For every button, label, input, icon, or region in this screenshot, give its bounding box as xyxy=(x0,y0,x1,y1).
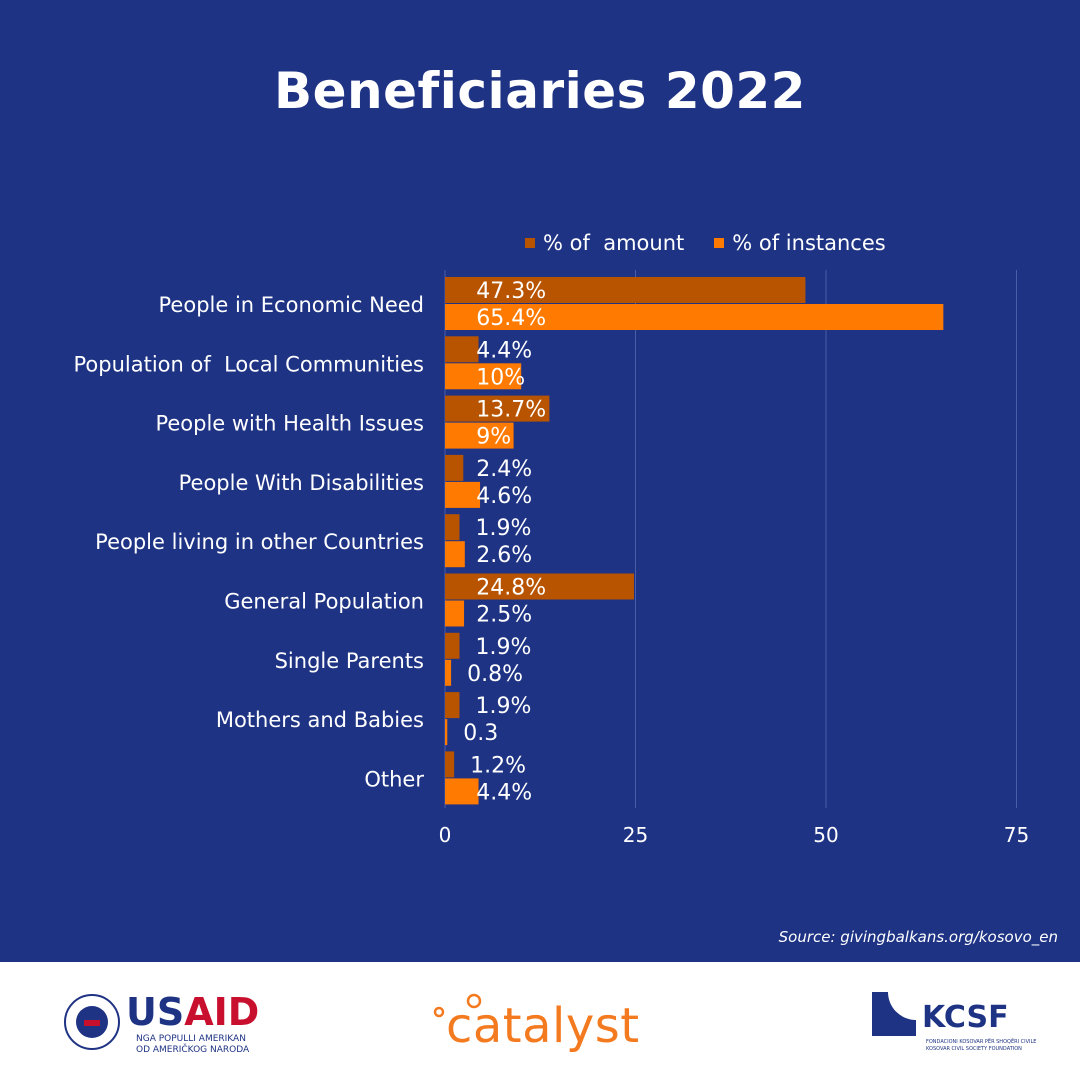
catalyst-wordmark: catalyst xyxy=(446,998,640,1054)
data-label-instances-6: 0.8% xyxy=(467,662,523,687)
catalyst-logo: catalyst xyxy=(432,992,662,1056)
bar-amount-3 xyxy=(445,454,464,481)
category-label-4: People living in other Countries xyxy=(95,530,424,554)
category-label-1: Population of Local Communities xyxy=(73,352,424,376)
legend-label-instances: % of instances xyxy=(732,231,886,255)
bar-instances-1 xyxy=(445,363,522,390)
bar-amount-8 xyxy=(445,751,455,778)
bar-amount-2 xyxy=(445,395,550,422)
data-label-instances-7: 0.3 xyxy=(463,721,498,746)
category-label-7: Mothers and Babies xyxy=(216,708,424,732)
data-label-amount-4: 1.9% xyxy=(475,516,531,541)
bar-instances-8 xyxy=(445,778,479,805)
legend-swatch-instances xyxy=(714,238,725,248)
data-label-amount-7: 1.9% xyxy=(475,694,531,719)
bar-instances-2 xyxy=(445,422,514,449)
kcsf-mark-icon xyxy=(872,992,916,1036)
bar-chart: 0 25 50 75 People in Economic Need 47.3%65.4%… xyxy=(73,270,1029,847)
x-tick-label-3: 75 xyxy=(1004,823,1029,847)
kcsf-tagline-1: FONDACIONI KOSOVAR PËR SHOQËRI CIVILE xyxy=(926,1039,1037,1045)
catalyst-dots-icon xyxy=(433,993,482,1018)
data-label-instances-8: 4.4% xyxy=(476,780,532,805)
bar-amount-4 xyxy=(445,514,460,541)
data-label-amount-5: 24.8% xyxy=(476,576,546,601)
usaid-logo: USAID NGA POPULLI AMERIKAN OD AMERIČKOG … xyxy=(64,990,264,1060)
bar-amount-5 xyxy=(445,573,634,600)
data-label-instances-1: 10% xyxy=(476,365,525,390)
kcsf-tagline-2: KOSOVAR CIVIL SOCIETY FOUNDATION xyxy=(926,1046,1022,1052)
usaid-wordmark: USAID xyxy=(126,990,260,1034)
data-label-amount-1: 4.4% xyxy=(476,338,532,363)
bar-instances-3 xyxy=(445,481,481,508)
bar-instances-6 xyxy=(445,659,452,686)
bar-instances-7 xyxy=(445,719,448,746)
data-label-amount-3: 2.4% xyxy=(476,457,532,482)
category-label-3: People With Disabilities xyxy=(179,471,424,495)
category-label-6: Single Parents xyxy=(275,649,424,673)
legend-item-instances: % of instances xyxy=(714,231,886,255)
legend-label-amount: % of amount xyxy=(543,231,685,255)
bar-amount-1 xyxy=(445,336,479,363)
data-label-amount-2: 13.7% xyxy=(476,398,546,423)
chart-title: Beneficiaries 2022 xyxy=(274,62,806,120)
data-label-instances-4: 2.6% xyxy=(476,543,532,568)
bar-instances-5 xyxy=(445,600,465,627)
kcsf-logo: KCSF FONDACIONI KOSOVAR PËR SHOQËRI CIVI… xyxy=(872,990,1042,1060)
data-label-instances-3: 4.6% xyxy=(476,484,532,509)
usaid-tagline-2: OD AMERIČKOG NARODA xyxy=(136,1045,250,1055)
data-label-amount-6: 1.9% xyxy=(475,635,531,660)
data-label-instances-2: 9% xyxy=(476,425,511,450)
data-label-amount-8: 1.2% xyxy=(470,753,526,778)
legend-item-amount: % of amount xyxy=(525,231,684,255)
source-note: Source: givingbalkans.org/kosovo_en xyxy=(778,928,1058,946)
bar-instances-4 xyxy=(445,541,465,568)
chart-legend: % of amount % of instances xyxy=(525,230,916,256)
bar-amount-0 xyxy=(445,277,806,303)
footer-logos: USAID NGA POPULLI AMERIKAN OD AMERIČKOG … xyxy=(0,962,1080,1080)
category-label-8: Other xyxy=(364,767,424,791)
bar-amount-7 xyxy=(445,692,460,719)
usaid-tagline-1: NGA POPULLI AMERIKAN xyxy=(136,1034,246,1044)
bar-instances-0 xyxy=(445,304,944,330)
x-tick-label-2: 50 xyxy=(813,823,838,847)
category-label-0: People in Economic Need xyxy=(159,293,424,317)
legend-swatch-amount xyxy=(525,238,535,248)
data-label-instances-0: 65.4% xyxy=(476,306,546,331)
usaid-seal-icon xyxy=(64,994,120,1050)
bar-amount-6 xyxy=(445,632,460,659)
category-label-2: People with Health Issues xyxy=(155,412,424,436)
data-label-amount-0: 47.3% xyxy=(476,279,546,304)
data-label-instances-5: 2.5% xyxy=(476,603,532,628)
category-label-5: General Population xyxy=(224,590,424,614)
x-tick-label-1: 25 xyxy=(623,823,648,847)
kcsf-wordmark: KCSF xyxy=(922,1000,1009,1035)
x-tick-label-0: 0 xyxy=(439,823,452,847)
